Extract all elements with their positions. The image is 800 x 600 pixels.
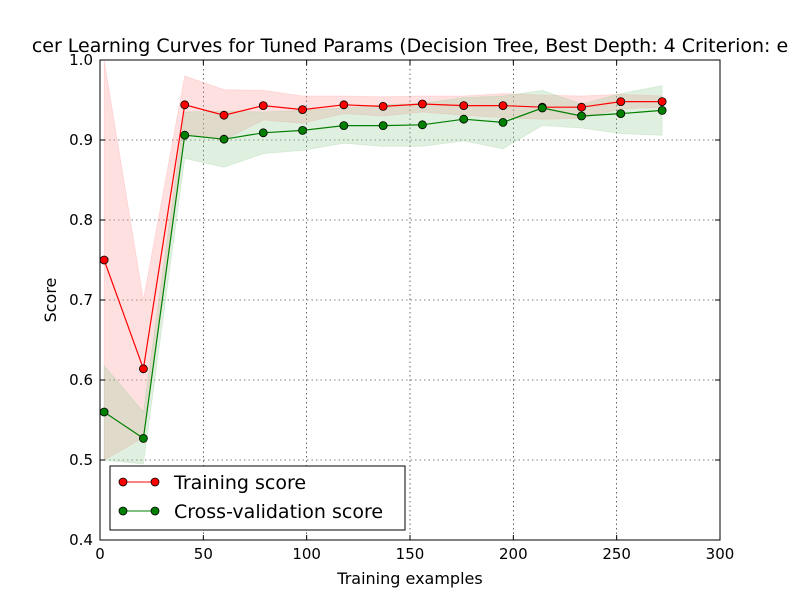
series-lines [99,97,667,443]
y-tick-label: 0.6 [69,371,93,389]
confidence-bands [103,60,663,465]
data-point [219,110,229,120]
axis-ticks: 0 50 100 150 200 250 300 0.4 0.5 0.6 0.7 0.8 0.9 1.0 [69,51,734,563]
y-tick-label: 1.0 [69,51,93,69]
data-point [138,364,148,374]
x-tick-label: 100 [292,545,321,563]
legend-training-marker-right [150,477,160,487]
data-point [537,103,547,113]
y-axis-label: Score [41,278,60,323]
data-point [180,100,190,110]
data-point [258,101,268,110]
legend-cv-marker-left [118,506,128,516]
y-tick-label: 0.7 [69,291,93,309]
data-point [577,111,586,121]
data-point [616,97,626,106]
data-point [417,120,427,130]
data-point [99,407,109,417]
data-point [459,114,469,124]
y-tick-label: 0.5 [69,451,93,469]
legend-box [109,465,406,531]
data-point [378,102,388,111]
x-tick-label: 300 [706,545,735,563]
data-point [219,134,229,144]
data-point [99,255,109,265]
x-axis-label: Training examples [336,569,482,588]
data-point [339,100,349,110]
data-point [498,101,508,110]
x-tick-label: 250 [602,545,631,563]
confidence-band-1 [103,85,663,465]
data-point [498,118,508,127]
y-tick-label: 0.9 [69,131,93,149]
legend-training-marker-left [118,477,128,487]
legend: Training score Cross-validation score [109,465,406,531]
y-tick-label: 0.8 [69,211,93,229]
data-point [258,128,268,138]
data-point [138,433,148,443]
data-point [459,101,469,110]
data-point [339,121,349,130]
y-tick-label: 0.4 [69,531,93,549]
x-tick-label: 50 [194,545,213,563]
chart-title: cer Learning Curves for Tuned Params (De… [32,35,788,57]
data-point [657,106,667,115]
data-point [298,105,307,114]
data-point [378,121,388,130]
x-tick-label: 150 [396,545,425,563]
data-point [417,99,427,109]
legend-cv-label: Cross-validation score [174,501,383,523]
data-point [616,109,626,118]
legend-training-label: Training score [173,472,306,494]
data-point [180,130,190,140]
legend-cv-marker-right [150,506,160,516]
x-tick-label: 0 [95,545,105,563]
data-point [577,102,586,112]
data-point [298,125,307,135]
data-point [657,97,667,106]
x-tick-label: 200 [499,545,528,563]
